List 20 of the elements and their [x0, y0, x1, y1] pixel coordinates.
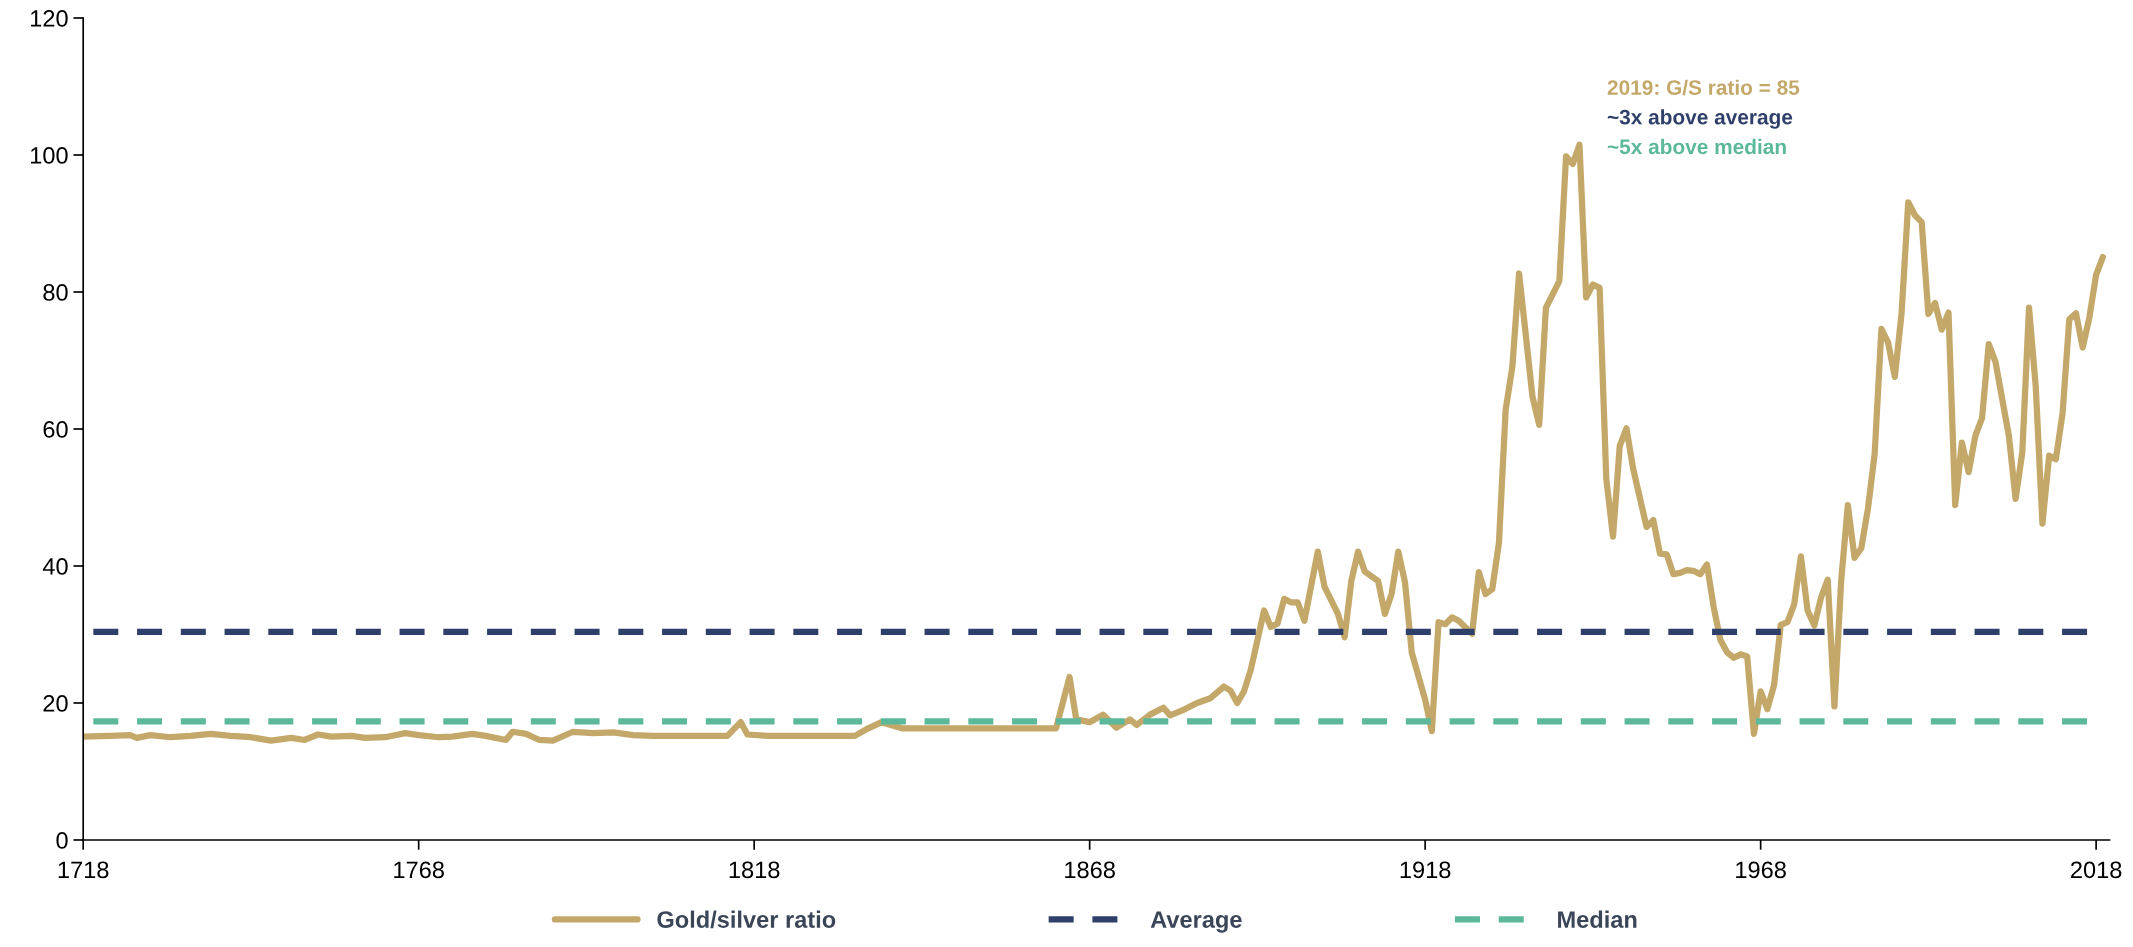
- y-tick-label: 100: [31, 147, 68, 164]
- x-tick-label: 1868: [1065, 861, 1115, 879]
- legend-label: Average: [1150, 911, 1242, 933]
- x-tick-label: 1968: [1736, 861, 1786, 879]
- x-tick-label: 1818: [729, 861, 780, 879]
- x-tick-label: 1768: [394, 861, 444, 879]
- x-tick-label: 1918: [1400, 861, 1451, 879]
- legend-label: Gold/silver ratio: [657, 910, 836, 929]
- x-tick-label: 1718: [58, 861, 109, 879]
- y-tick-label: 0: [56, 832, 68, 849]
- y-tick-label: 60: [43, 421, 68, 438]
- y-tick-label: 40: [42, 558, 68, 575]
- y-tick-label: 120: [31, 10, 68, 27]
- x-tick-label: 2018: [2071, 861, 2122, 879]
- annotation: ~5x above median: [1607, 138, 1786, 155]
- annotation: 2019: G/S ratio = 85: [1607, 79, 1800, 96]
- annotation: ~3x above average: [1607, 109, 1793, 129]
- y-tick-label: 80: [43, 284, 68, 301]
- y-tick-label: 20: [43, 695, 68, 712]
- legend-label: Median: [1558, 910, 1637, 928]
